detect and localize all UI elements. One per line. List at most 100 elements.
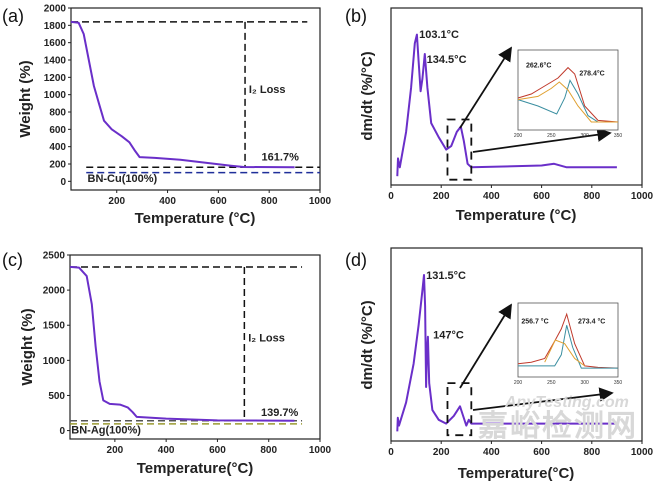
x-tick-label: 400 bbox=[159, 196, 176, 207]
inset-annotation: 273.4 °C bbox=[578, 318, 605, 326]
inset-x-tick-label: 250 bbox=[547, 133, 556, 139]
panel-label: (b) bbox=[345, 6, 367, 26]
y-axis-label: Weight (%) bbox=[19, 308, 36, 385]
y-tick-label: 500 bbox=[48, 391, 65, 402]
x-tick-label: 200 bbox=[108, 196, 125, 207]
x-tick-label: 800 bbox=[583, 447, 600, 458]
y-tick-label: 200 bbox=[49, 160, 66, 171]
x-tick-label: 1000 bbox=[631, 447, 654, 458]
x-tick-label: 400 bbox=[158, 445, 175, 456]
panel-label: (d) bbox=[345, 250, 367, 270]
panel-a: (a) Temperature (°C) Weight (%) 200 400 600 80… bbox=[2, 4, 332, 228]
x-axis-label: Temperature(°C) bbox=[137, 460, 254, 477]
x-axis-label: Temperature (°C) bbox=[135, 210, 256, 227]
series-line bbox=[69, 265, 295, 422]
watermark-text: 嘉峪检测网 bbox=[478, 409, 638, 443]
inset-series-line bbox=[517, 79, 618, 123]
annotation: 161.7% bbox=[262, 152, 300, 164]
arrow bbox=[472, 387, 614, 411]
x-tick-label: 1000 bbox=[309, 196, 332, 207]
y-tick-label: 1600 bbox=[44, 38, 67, 49]
arrow bbox=[459, 303, 512, 389]
inset-series-line bbox=[517, 312, 619, 369]
annotation: 103.1°C bbox=[419, 29, 459, 41]
watermark-url: AnyTesting.com bbox=[504, 394, 629, 411]
x-tick-label: 200 bbox=[433, 191, 450, 202]
y-axis-label: Weight (%) bbox=[17, 60, 34, 137]
arrow bbox=[472, 127, 612, 153]
inset-x-tick-label: 200 bbox=[514, 133, 523, 139]
inset-annotation: 262.6°C bbox=[526, 62, 551, 70]
x-tick-label: 200 bbox=[107, 445, 124, 456]
inset-series-line bbox=[518, 325, 618, 369]
panel-d: (d) Temperature(°C) dm/dt (%/°C) 0 200 400 600… bbox=[345, 247, 654, 482]
arrow bbox=[459, 46, 512, 129]
inset-series-line bbox=[517, 81, 618, 123]
x-tick-label: 800 bbox=[583, 191, 600, 202]
y-tick-label: 1400 bbox=[44, 56, 67, 67]
panel-b: (b) Temperature (°C) dm/dt (%/°C) 0 200 400 60… bbox=[345, 6, 654, 224]
inset-x-tick-label: 250 bbox=[547, 380, 556, 386]
x-axis-label: Temperature (°C) bbox=[456, 207, 577, 224]
x-tick-label: 800 bbox=[260, 445, 277, 456]
x-tick-label: 0 bbox=[388, 191, 394, 202]
annotation: BN-Ag(100%) bbox=[71, 424, 141, 436]
panel-label: (c) bbox=[2, 250, 23, 270]
annotation: I₂ Loss bbox=[249, 84, 286, 96]
y-tick-label: 400 bbox=[49, 142, 66, 153]
plot-frame bbox=[70, 7, 321, 191]
x-tick-label: 1000 bbox=[309, 445, 332, 456]
x-tick-label: 600 bbox=[533, 191, 550, 202]
panel-label: (a) bbox=[2, 6, 24, 26]
panel-c: (c) Temperature(°C) Weight (%) 200 400 600 800… bbox=[2, 250, 332, 477]
x-tick-label: 400 bbox=[483, 447, 500, 458]
y-tick-label: 2000 bbox=[43, 286, 66, 297]
y-tick-label: 0 bbox=[60, 177, 66, 188]
x-tick-label: 600 bbox=[533, 447, 550, 458]
y-tick-label: 0 bbox=[59, 426, 65, 437]
y-tick-label: 600 bbox=[49, 125, 66, 136]
y-tick-label: 1500 bbox=[43, 321, 66, 332]
x-tick-label: 400 bbox=[483, 191, 500, 202]
inset-chart: 200 250 300 350 256.7 °C 273.4 °C bbox=[514, 302, 623, 386]
y-tick-label: 2500 bbox=[43, 251, 66, 262]
annotation: I₂ Loss bbox=[248, 332, 285, 344]
x-tick-label: 200 bbox=[433, 447, 450, 458]
y-tick-label: 1000 bbox=[44, 90, 67, 101]
y-axis-label: dm/dt (%/°C) bbox=[359, 300, 376, 389]
plot-frame bbox=[390, 7, 643, 186]
inset-x-tick-label: 300 bbox=[580, 133, 589, 139]
y-tick-label: 2000 bbox=[44, 4, 67, 15]
annotation: 139.7% bbox=[261, 407, 299, 419]
inset-x-tick-label: 350 bbox=[614, 133, 623, 139]
inset-x-tick-label: 350 bbox=[614, 380, 623, 386]
inset-x-tick-label: 200 bbox=[514, 380, 523, 386]
x-tick-label: 1000 bbox=[631, 191, 654, 202]
inset-frame bbox=[517, 302, 619, 378]
x-axis-label: Temperature(°C) bbox=[458, 465, 575, 482]
annotation: 131.5°C bbox=[426, 270, 466, 282]
inset-annotation: 256.7 °C bbox=[521, 318, 548, 326]
y-axis-label: dm/dt (%/°C) bbox=[359, 51, 376, 140]
x-tick-label: 800 bbox=[261, 196, 278, 207]
series-line bbox=[70, 20, 295, 169]
x-tick-label: 600 bbox=[210, 196, 227, 207]
inset-series-line bbox=[517, 66, 619, 123]
zoom-box bbox=[446, 382, 473, 437]
plot-frame bbox=[390, 247, 643, 442]
y-tick-label: 1800 bbox=[44, 21, 67, 32]
annotation: 134.5°C bbox=[427, 54, 467, 66]
x-tick-label: 0 bbox=[388, 447, 394, 458]
annotation: BN-Cu(100%) bbox=[88, 173, 158, 185]
series-line bbox=[396, 274, 617, 432]
inset-series-line bbox=[544, 339, 585, 367]
x-tick-label: 600 bbox=[209, 445, 226, 456]
annotation: 147°C bbox=[433, 330, 464, 342]
inset-annotation: 278.4°C bbox=[579, 70, 604, 78]
y-tick-label: 800 bbox=[49, 108, 66, 119]
inset-chart: 200 250 300 350 262.6°C 278.4°C bbox=[514, 49, 623, 139]
y-tick-label: 1000 bbox=[43, 356, 66, 367]
plot-frame bbox=[69, 254, 321, 440]
inset-x-tick-label: 300 bbox=[580, 380, 589, 386]
